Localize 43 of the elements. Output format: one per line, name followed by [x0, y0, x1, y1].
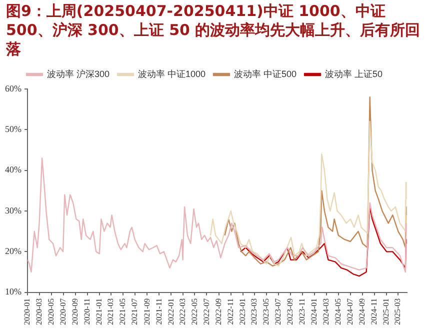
x-tick-label: 2020-07 [58, 298, 68, 326]
x-tick-label: 2021-11 [154, 298, 164, 325]
legend-label: 波动率 中证1000 [138, 68, 206, 79]
x-tick-label: 2024-11 [370, 298, 379, 325]
x-tick-label: 2022-05 [190, 298, 199, 326]
x-tick-label: 2021-07 [130, 298, 140, 326]
x-tick-label: 2024-01 [310, 298, 319, 326]
x-tick-label: 2024-09 [358, 298, 367, 326]
x-tick-label: 2025-01 [382, 298, 391, 326]
x-tick-label: 2020-01 [22, 298, 32, 326]
y-tick-label: 60% [4, 83, 22, 94]
x-tick-label: 2023-05 [262, 298, 271, 326]
chart-title: 图9：上周(20250407-20250411)中证 1000、中证500、沪深 300、上证 50 的波动率均先大幅上升、后有所回落 [6, 2, 421, 60]
legend-label: 波动率 沪深300 [46, 68, 110, 79]
x-tick-label: 2022-09 [214, 298, 224, 326]
y-tick-label: 10% [4, 286, 22, 297]
y-tick-label: 20% [4, 246, 22, 256]
x-tick-label: 2025-03 [393, 298, 402, 326]
x-tick-label: 2022-03 [178, 298, 187, 326]
x-tick-label: 2023-03 [250, 298, 259, 326]
x-tick-label: 2023-07 [274, 298, 283, 326]
x-tick-label: 2023-11 [298, 298, 307, 325]
x-tick-label: 2023-09 [286, 298, 295, 326]
x-tick-label: 2022-11 [226, 298, 235, 325]
y-tick-label: 50% [4, 124, 22, 134]
x-tick-label: 2020-03 [34, 298, 44, 326]
x-tick-label: 2022-01 [166, 298, 176, 326]
x-tick-label: 2021-01 [94, 298, 104, 326]
x-tick-label: 2020-09 [70, 298, 80, 326]
legend-label: 波动率 上证50 [325, 68, 383, 79]
x-tick-label: 2021-03 [106, 298, 116, 326]
y-tick-label: 30% [4, 205, 22, 216]
x-tick-label: 2024-07 [345, 298, 354, 326]
x-tick-label: 2023-01 [238, 298, 247, 326]
x-tick-label: 2021-09 [142, 298, 152, 326]
legend-label: 波动率 中证500 [234, 68, 297, 79]
x-tick-label: 2020-11 [82, 298, 92, 325]
x-tick-label: 2024-03 [322, 298, 331, 326]
y-tick-label: 40% [4, 164, 22, 175]
x-tick-label: 2021-05 [118, 298, 128, 326]
x-tick-label: 2024-05 [334, 298, 343, 326]
x-tick-label: 2022-07 [202, 298, 211, 326]
x-tick-label: 2020-05 [46, 298, 56, 326]
